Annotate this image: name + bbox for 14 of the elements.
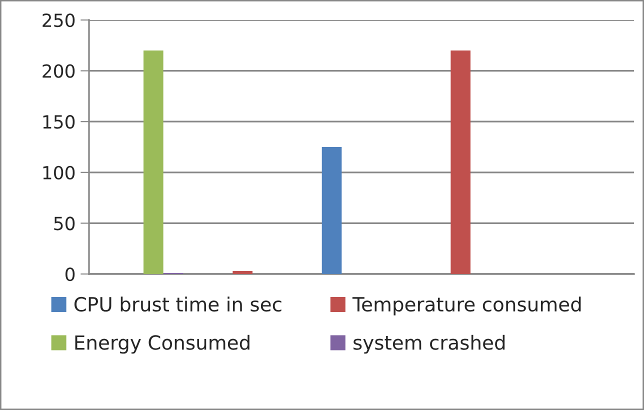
y-tick-label: 250 <box>42 13 75 28</box>
legend-label: Temperature consumed <box>352 296 581 316</box>
bar <box>450 50 470 274</box>
bar <box>144 50 164 274</box>
legend-label: Energy Consumed <box>75 334 250 354</box>
y-tick-label: 0 <box>66 267 75 282</box>
y-tick-label: 200 <box>42 64 75 78</box>
y-tick-label: 150 <box>43 115 75 129</box>
bar <box>322 147 342 274</box>
y-tick-label: 100 <box>43 166 75 180</box>
legend-label: system crashed <box>354 334 505 354</box>
y-tick-label: 50 <box>54 216 75 230</box>
bar <box>232 270 252 274</box>
legend-label: CPU brust time in sec <box>74 296 282 312</box>
